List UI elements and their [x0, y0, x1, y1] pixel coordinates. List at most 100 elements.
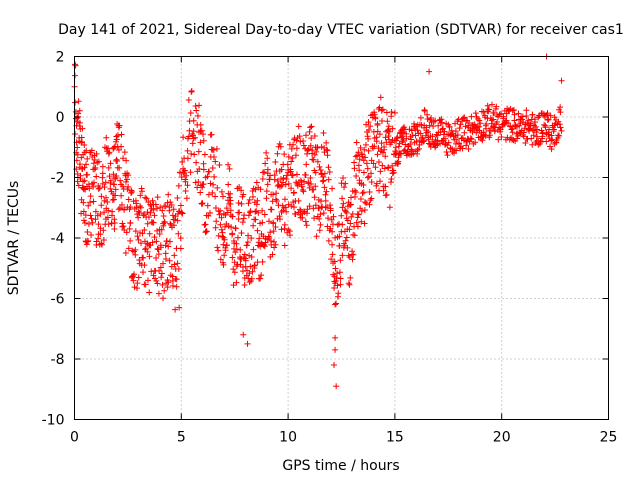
data-point — [336, 269, 343, 276]
data-point — [296, 206, 303, 213]
data-point — [468, 113, 475, 120]
data-point — [331, 258, 338, 265]
data-point — [215, 208, 222, 215]
x-tick-label: 5 — [177, 430, 186, 446]
data-point — [509, 136, 516, 143]
data-point — [356, 156, 363, 163]
data-point — [238, 230, 245, 237]
data-point — [115, 146, 122, 153]
data-point — [354, 152, 361, 159]
data-point — [75, 182, 82, 189]
data-point — [312, 169, 319, 176]
data-point — [372, 115, 379, 122]
data-point — [459, 118, 466, 125]
data-point — [387, 179, 394, 186]
data-point — [175, 182, 182, 189]
data-point — [217, 207, 224, 214]
data-point — [184, 155, 191, 162]
data-point — [92, 164, 99, 171]
data-point — [130, 277, 137, 284]
data-point — [332, 346, 339, 353]
data-point — [90, 179, 97, 186]
data-point — [234, 234, 241, 241]
data-point — [229, 230, 236, 237]
data-point — [93, 173, 100, 180]
data-point — [295, 197, 302, 204]
data-point — [533, 129, 540, 136]
data-point — [361, 207, 368, 214]
data-point — [76, 107, 83, 114]
data-point — [300, 138, 307, 145]
data-point — [118, 131, 125, 138]
data-point — [383, 109, 390, 116]
data-point — [127, 219, 134, 226]
data-point — [325, 215, 332, 222]
data-point — [174, 194, 181, 201]
data-point — [189, 140, 196, 147]
data-point — [225, 181, 232, 188]
data-point — [156, 267, 163, 274]
data-point — [178, 209, 185, 216]
data-point — [382, 183, 389, 190]
data-point — [427, 143, 434, 150]
data-point — [153, 205, 160, 212]
data-point — [210, 153, 217, 160]
data-point — [317, 166, 324, 173]
data-point — [353, 219, 360, 226]
data-point — [107, 185, 114, 192]
data-point — [278, 182, 285, 189]
data-point — [527, 122, 534, 129]
data-point — [247, 208, 254, 215]
data-point — [443, 149, 450, 156]
data-point — [81, 141, 88, 148]
data-point — [244, 340, 251, 347]
data-point — [195, 148, 202, 155]
data-point — [259, 176, 266, 183]
data-point — [361, 199, 368, 206]
data-point — [191, 151, 198, 158]
data-point — [162, 242, 169, 249]
data-point — [177, 202, 184, 209]
data-point — [150, 219, 157, 226]
data-point — [109, 212, 116, 219]
data-point — [139, 230, 146, 237]
data-point — [216, 211, 223, 218]
data-point — [193, 159, 200, 166]
data-point — [430, 123, 437, 130]
data-point — [87, 212, 94, 219]
data-point — [88, 231, 95, 238]
data-point — [557, 124, 564, 131]
data-point — [92, 216, 99, 223]
data-point — [278, 226, 285, 233]
data-point — [125, 245, 132, 252]
data-point — [252, 208, 259, 215]
data-point — [343, 209, 350, 216]
data-point — [197, 121, 204, 128]
data-point — [217, 256, 224, 263]
data-point — [344, 244, 351, 251]
data-point — [233, 240, 240, 247]
data-point — [225, 161, 232, 168]
data-point — [376, 131, 383, 138]
data-point — [137, 229, 144, 236]
data-point — [475, 123, 482, 130]
y-tick-label: -2 — [51, 171, 65, 187]
data-point — [238, 187, 245, 194]
data-point — [322, 197, 329, 204]
data-point — [272, 224, 279, 231]
data-point — [511, 117, 518, 124]
data-point — [336, 242, 343, 249]
data-point — [276, 216, 283, 223]
data-point — [382, 134, 389, 141]
data-point — [175, 230, 182, 237]
data-point — [197, 189, 204, 196]
data-point — [388, 108, 395, 115]
data-point — [76, 119, 83, 126]
data-point — [482, 132, 489, 139]
data-point — [332, 277, 339, 284]
data-point — [144, 220, 151, 227]
data-point — [305, 146, 312, 153]
data-point — [221, 252, 228, 259]
data-point — [468, 136, 475, 143]
data-point — [373, 134, 380, 141]
